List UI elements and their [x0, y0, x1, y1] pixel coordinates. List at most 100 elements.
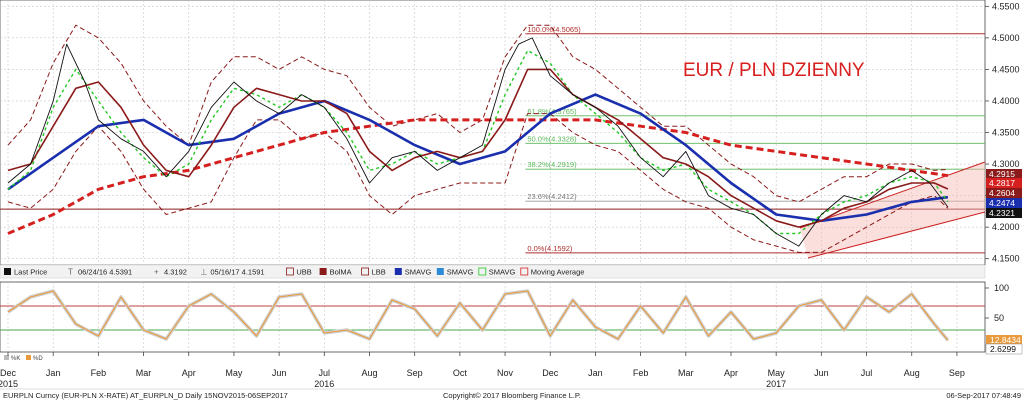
x-tick-label-4: Apr	[182, 368, 196, 378]
legend-label-10: Moving Average	[531, 268, 585, 277]
year-label-2016: 2016	[314, 379, 334, 389]
price-badge-4	[986, 208, 1022, 218]
series-line-moving-average-2	[7, 118, 949, 235]
osc-series-line-d	[7, 290, 949, 341]
oscillator-series	[0, 289, 985, 342]
x-tick-label-13: Jan	[588, 368, 603, 378]
fib-label-4: 23.6%(4.2412)	[527, 192, 577, 201]
osc-y-tick-label-0: 100	[994, 283, 1009, 293]
fib-label-5: 0.0%(4.1592)	[527, 244, 573, 253]
fibonacci-levels: 100.0%(4.5065) 61.8%(4.3765) 50.0%(4.3328)…	[0, 25, 985, 254]
series-line-smavg-3	[7, 93, 949, 223]
x-tick-label-16: Apr	[724, 368, 738, 378]
x-tick-label-0: Dec	[0, 368, 16, 378]
legend-low-marker-icon: ⊥	[200, 268, 207, 277]
legend-smavg-square-icon	[394, 268, 402, 275]
y-tick-label-7: 4.2000	[992, 222, 1020, 232]
y-tick-label-8: 4.1500	[992, 254, 1020, 264]
footer-center: Copyright© 2017 Bloomberg Finance L.P.	[443, 391, 581, 400]
fib-label-3: 38.2%(4.2919)	[527, 160, 577, 169]
x-tick-label-11: Nov	[497, 368, 514, 378]
x-tick-label-7: Jul	[319, 368, 331, 378]
osc-legend-label-0: %K	[11, 356, 20, 362]
osc-y-tick-label-1: 50	[994, 313, 1004, 323]
chart-title: EUR / PLN DZIENNY	[683, 60, 865, 81]
price-panel: 100.0%(4.5065) 61.8%(4.3765) 50.0%(4.3328)…	[0, 0, 1022, 279]
legend-label-6: LBB	[372, 268, 386, 277]
y-tick-label-1: 4.5000	[992, 33, 1020, 43]
y-tick-label-5: 4.3000	[992, 159, 1020, 169]
legend-high-marker-icon: T	[68, 268, 73, 277]
footer: EURPLN Curncy (EUR-PLN X-RATE) AT_EURPLN…	[0, 388, 1024, 400]
osc-badge-label-1: 2.6299	[990, 344, 1016, 354]
x-tick-label-20: Aug	[904, 368, 920, 378]
series-line-ubb-0	[7, 24, 948, 203]
oscillator-frame	[0, 281, 986, 353]
legend-lbb-line-icon	[361, 267, 370, 276]
x-tick-label-19: Jul	[861, 368, 873, 378]
y-tick-label-0: 4.5500	[992, 1, 1020, 11]
price-series	[7, 24, 949, 253]
legend-smavg-line-icon	[478, 267, 487, 276]
legend-label-1: 06/24/16 4.5391	[78, 268, 132, 277]
price-badge-label-0: 4.2915	[989, 169, 1015, 179]
osc-legend-d-square-icon	[26, 355, 31, 360]
legend-label-8: SMAVG	[447, 268, 474, 277]
osc-badge-1	[985, 343, 1023, 355]
osc-badge-0	[986, 335, 1022, 345]
legend-bolma-square-icon	[319, 268, 327, 275]
legend-label-3: 05/16/17 4.1591	[210, 268, 264, 277]
footer-left: EURPLN Curncy (EUR-PLN X-RATE) AT_EURPLN…	[3, 391, 288, 400]
x-tick-label-2: Feb	[91, 368, 107, 378]
y-tick-label-4: 4.3500	[992, 128, 1020, 138]
price-badge-label-4: 4.2321	[989, 208, 1015, 218]
legend-label-2: 4.3192	[164, 268, 187, 277]
price-legend: Last Price T 06/24/16 4.5391 +4.3192 ⊥ 05/16/…	[0, 264, 986, 279]
trend-channel	[799, 161, 986, 259]
legend-last-price-square-icon	[4, 268, 11, 275]
x-tick-label-18: Jun	[814, 368, 829, 378]
x-tick-label-9: Sep	[407, 368, 423, 378]
time-axis: Dec Jan Feb Mar Apr May Jun Jul Aug Sep Oct Nov Dec J…	[0, 352, 965, 389]
x-tick-label-3: Mar	[136, 368, 152, 378]
price-badge-label-3: 4.2474	[989, 198, 1015, 208]
osc-badge-label-0: 12.8434	[990, 335, 1021, 345]
y-tick-label-2: 4.4500	[992, 64, 1020, 74]
trend-channel-fill	[800, 162, 985, 258]
oscillator-y-axis: 100 50	[985, 283, 1009, 323]
year-label-2015: 2015	[0, 379, 18, 389]
legend-label-0: Last Price	[14, 268, 47, 277]
fib-label-2: 50.0%(4.3328)	[527, 134, 577, 143]
x-tick-label-6: Jun	[272, 368, 287, 378]
x-tick-label-8: Aug	[361, 368, 377, 378]
osc-legend-k-square-icon	[4, 355, 9, 360]
x-tick-label-10: Oct	[453, 368, 468, 378]
legend-smavg-square-icon	[436, 268, 444, 275]
series-line-bolma-5	[7, 68, 949, 228]
legend-moving-average-line-icon	[520, 267, 529, 276]
legend-label-4: UBB	[296, 268, 311, 277]
x-tick-label-21: Sep	[949, 368, 965, 378]
series-line-lbb-1	[7, 113, 949, 253]
price-badge-2	[986, 188, 1022, 198]
legend-ubb-line-icon	[285, 267, 294, 276]
y-tick-label-3: 4.4000	[992, 96, 1020, 106]
price-badge-1	[986, 178, 1022, 188]
x-tick-label-1: Jan	[46, 368, 61, 378]
fib-label-0: 100.0%(4.5065)	[527, 25, 581, 34]
series-line-last-price-6	[7, 37, 949, 247]
x-tick-label-17: May	[768, 368, 786, 378]
legend-plus-icon: +	[154, 268, 159, 277]
footer-right: 06-Sep-2017 07:48:49	[946, 391, 1021, 400]
price-badge-3	[986, 198, 1022, 208]
price-badge-0	[986, 169, 1022, 179]
price-badge-label-2: 4.2604	[989, 188, 1015, 198]
fib-label-1: 61.8%(4.3765)	[527, 107, 577, 116]
osc-legend-label-1: %D	[33, 356, 43, 362]
legend-bar	[0, 264, 986, 279]
legend-label-5: BolMA	[330, 268, 352, 277]
x-tick-label-12: Dec	[542, 368, 559, 378]
